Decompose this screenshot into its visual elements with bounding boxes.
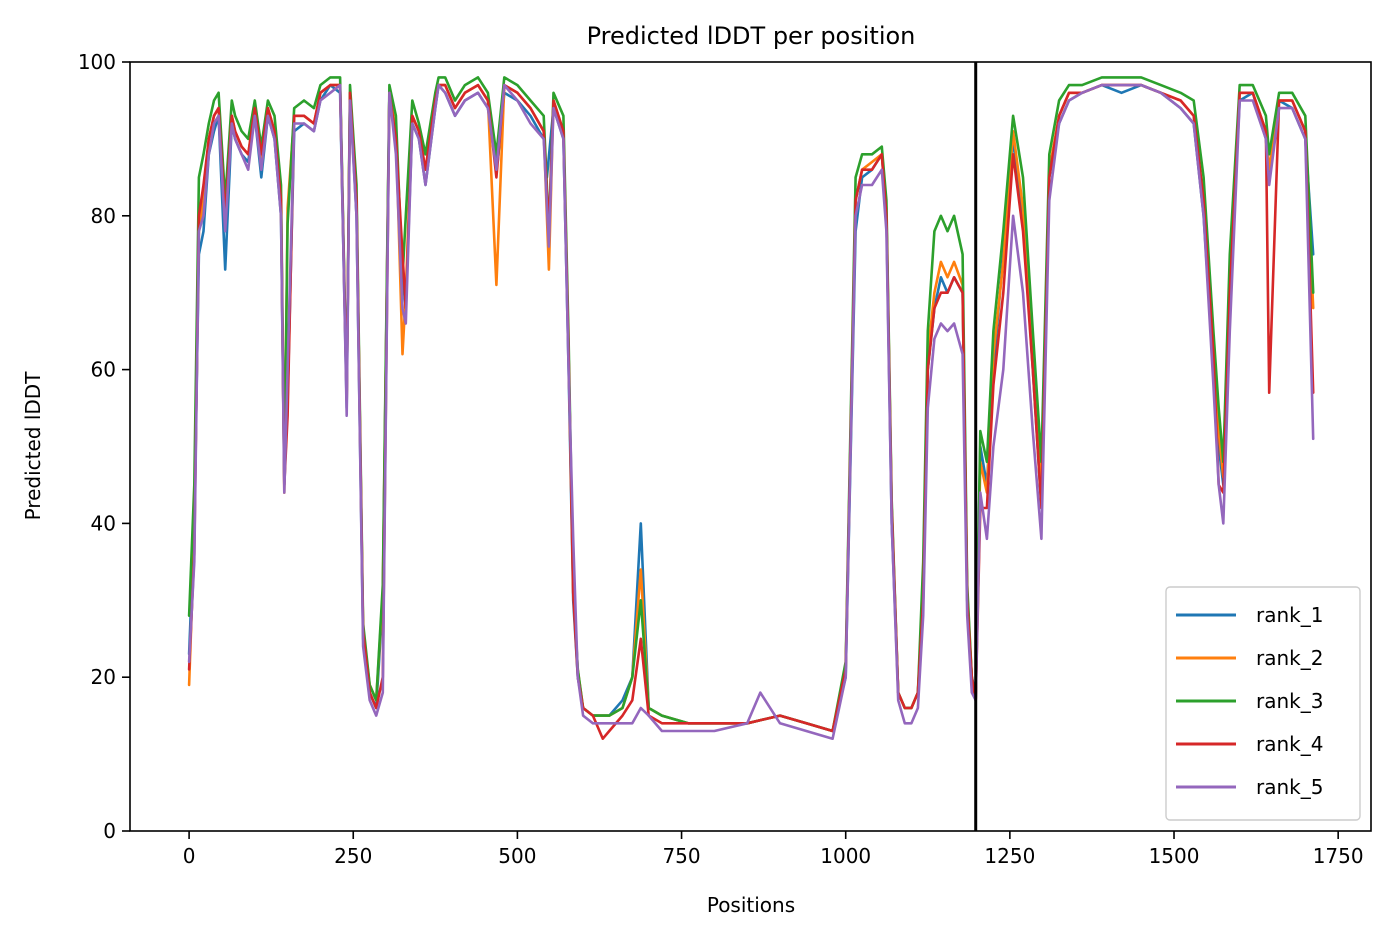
x-tick-label: 1000 — [820, 844, 871, 868]
axes-frame — [129, 61, 1372, 832]
series-line-rank-4 — [187, 83, 1315, 741]
y-tick-label: 0 — [103, 819, 116, 843]
x-axis-label: Positions — [707, 893, 795, 917]
legend-label-rank-2: rank_2 — [1256, 646, 1323, 670]
series-line-rank-3 — [187, 76, 1315, 733]
series-line-rank-5 — [187, 83, 1315, 741]
legend-label-rank-4: rank_4 — [1256, 732, 1323, 756]
x-tick-label: 250 — [334, 844, 372, 868]
x-tick-label: 1750 — [1313, 844, 1364, 868]
legend-box — [1165, 586, 1361, 821]
legend-label-rank-5: rank_5 — [1256, 775, 1323, 799]
y-tick-label: 20 — [91, 665, 116, 689]
legend-label-rank-3: rank_3 — [1256, 689, 1323, 713]
x-tick-label: 0 — [183, 844, 196, 868]
y-axis-label: Predicted lDDT — [21, 371, 45, 521]
y-tick-label: 40 — [91, 511, 116, 535]
chart-title: Predicted lDDT per position — [587, 22, 916, 50]
y-tick-label: 60 — [91, 358, 116, 382]
x-axis-ticks: 0 250 500 750 1000 1250 1500 1750 — [183, 831, 1364, 868]
x-tick-label: 1250 — [984, 844, 1035, 868]
y-tick-label: 100 — [78, 50, 116, 74]
x-tick-label: 500 — [498, 844, 536, 868]
legend: rank_1 rank_2 rank_3 rank_4 rank_5 — [1165, 586, 1361, 821]
x-tick-label: 750 — [662, 844, 700, 868]
plot-series-group — [187, 76, 1315, 741]
x-tick-label: 1500 — [1149, 844, 1200, 868]
legend-label-rank-1: rank_1 — [1256, 603, 1323, 627]
y-tick-label: 80 — [91, 204, 116, 228]
y-axis-ticks: 0 20 40 60 80 100 — [78, 50, 130, 843]
